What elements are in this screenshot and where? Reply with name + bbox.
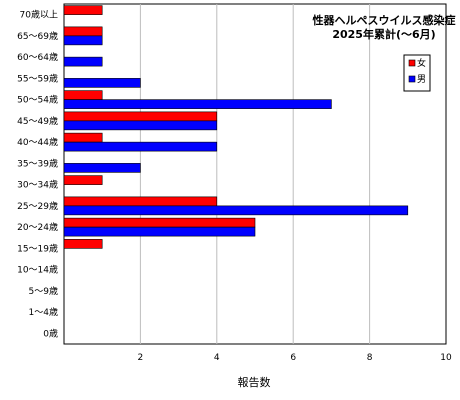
plot-area <box>63 3 447 345</box>
legend-box <box>403 54 431 92</box>
y-tick-label: 20～24歳 <box>17 221 58 233</box>
chart-title-line1: 性器ヘルペスウイルス感染症 <box>313 13 456 27</box>
bar-female <box>63 132 103 143</box>
bar-male <box>63 99 332 109</box>
bar-female <box>63 239 103 249</box>
bar-female <box>63 26 103 37</box>
x-tick-label: 6 <box>290 353 296 363</box>
bar-female <box>63 175 103 185</box>
legend: 女男 <box>403 54 431 92</box>
legend-swatch <box>408 59 416 67</box>
chart-title-line2: 2025年累計(～6月) <box>332 27 435 41</box>
y-tick-label: 50～54歳 <box>17 94 58 106</box>
y-tick-label: 70歳以上 <box>20 9 58 21</box>
legend-label: 男 <box>417 74 426 85</box>
axis-layer: 2 4 6 8 10 70歳以上 65～69歳 60～64歳 55～59歳 50～54歳 45～49… <box>17 9 452 363</box>
bar-female <box>63 90 103 100</box>
x-axis-title: 報告数 <box>238 376 271 389</box>
bar-male <box>63 120 218 131</box>
bar-female <box>63 5 103 15</box>
bar-male <box>63 141 218 152</box>
bar-male <box>63 163 141 173</box>
bar-male <box>63 226 256 237</box>
y-tick-label: 0歳 <box>43 327 58 339</box>
y-tick-label: 25～29歳 <box>17 200 58 212</box>
bar-female <box>63 196 218 207</box>
bar-female <box>63 111 218 122</box>
y-tick-label: 1～4歳 <box>29 306 58 318</box>
legend-swatch <box>408 75 416 83</box>
y-tick-label: 40～44歳 <box>17 136 58 148</box>
y-tick-label: 10～14歳 <box>17 264 58 276</box>
y-tick-label: 35～39歳 <box>17 157 58 169</box>
x-tick-label: 4 <box>214 353 220 363</box>
x-tick-label: 8 <box>367 353 373 363</box>
y-tick-label: 15～19歳 <box>17 242 58 254</box>
x-tick-label: 2 <box>138 353 144 363</box>
y-tick-label: 55～59歳 <box>17 72 58 84</box>
x-tick-label: 10 <box>440 353 452 363</box>
legend-label: 女 <box>417 57 426 69</box>
bar-male <box>63 35 103 46</box>
bar-male <box>63 56 103 67</box>
y-tick-label: 30～34歳 <box>17 179 58 191</box>
y-tick-label: 60～64歳 <box>17 51 58 63</box>
grid-layer <box>139 4 371 344</box>
bar-male <box>63 78 141 88</box>
y-tick-label: 45～49歳 <box>17 115 58 127</box>
bar-female <box>63 217 256 228</box>
bar-layer <box>63 5 409 249</box>
y-tick-label: 65～69歳 <box>17 30 58 42</box>
y-tick-label: 5～9歳 <box>29 285 58 297</box>
bar-male <box>63 205 409 216</box>
